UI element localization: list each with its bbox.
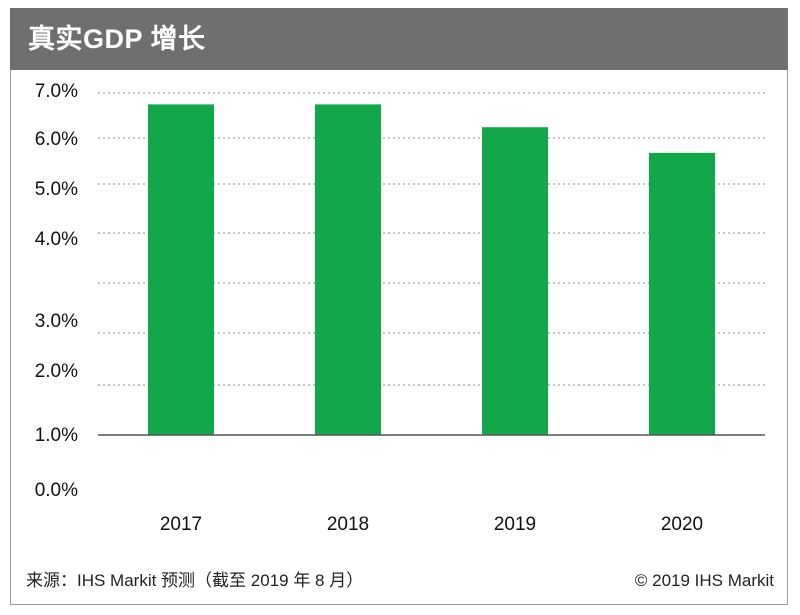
bar-2018 (315, 104, 381, 436)
y-tick-label: 2.0% (35, 361, 78, 382)
x-tick-label: 2019 (494, 514, 536, 535)
y-tick-label: 5.0% (35, 179, 78, 200)
y-tick-label: 0.0% (35, 480, 78, 501)
title-bar (10, 8, 788, 70)
y-tick-label: 3.0% (35, 311, 78, 332)
bar-2019 (482, 127, 548, 435)
copyright-note: © 2019 IHS Markit (634, 571, 774, 590)
y-tick-label: 1.0% (35, 425, 78, 446)
y-axis-ticks: 7.0% 6.0% 5.0% 4.0% 3.0% 2.0% 1.0% 0.0% (35, 81, 78, 501)
source-note: 来源：IHS Markit 预测（截至 2019 年 8 月） (26, 571, 364, 590)
y-tick-label: 4.0% (35, 229, 78, 250)
bars (148, 104, 715, 436)
chart-title: 真实GDP 增长 (28, 24, 206, 54)
x-tick-label: 2018 (327, 514, 369, 535)
y-tick-label: 6.0% (35, 129, 78, 150)
x-tick-label: 2017 (160, 514, 202, 535)
bar-2020 (649, 152, 715, 435)
bar-2017 (148, 104, 214, 436)
y-tick-label: 7.0% (35, 81, 78, 102)
x-tick-label: 2020 (661, 514, 703, 535)
x-axis-ticks: 2017 2018 2019 2020 (160, 514, 703, 535)
